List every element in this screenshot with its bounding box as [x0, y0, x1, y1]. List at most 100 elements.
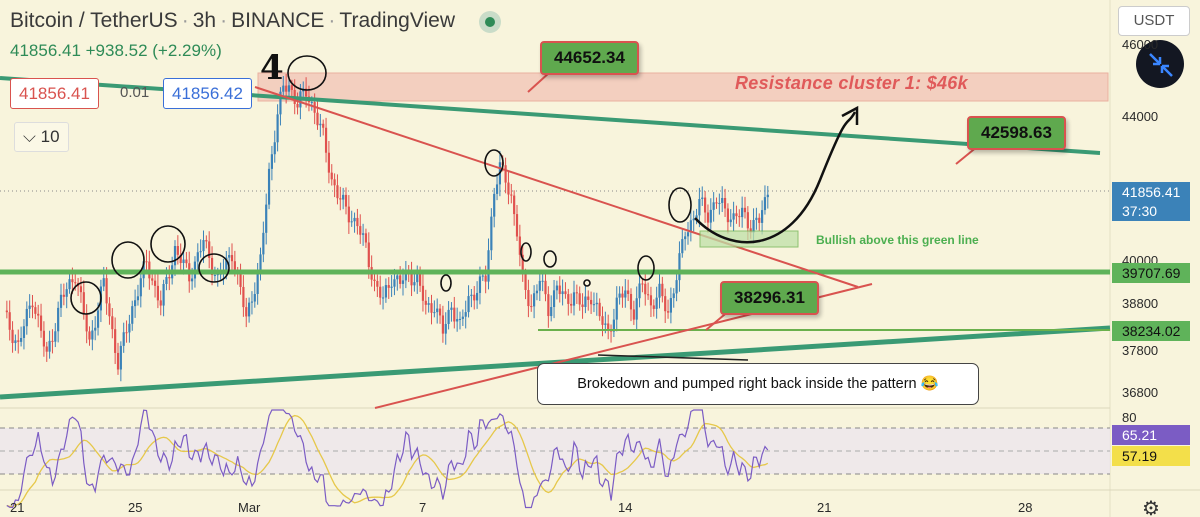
price-tag-top[interactable]: 44652.34	[540, 41, 639, 75]
candle	[604, 323, 607, 325]
candle	[20, 337, 23, 342]
candle	[96, 310, 100, 328]
candle	[287, 85, 291, 92]
candle	[647, 294, 650, 296]
candle	[433, 312, 436, 314]
candle	[661, 283, 664, 297]
candle	[521, 254, 524, 274]
price-tag-mid[interactable]: 38296.31	[720, 281, 819, 315]
candle	[116, 352, 120, 370]
candle	[359, 226, 362, 235]
candle	[22, 326, 26, 338]
gear-icon[interactable]: ⚙	[1142, 498, 1160, 517]
candle	[125, 332, 128, 334]
candle	[561, 291, 564, 295]
candle	[618, 293, 621, 298]
candle	[316, 112, 319, 126]
candle	[131, 306, 134, 324]
candle	[310, 102, 313, 104]
candle	[430, 303, 433, 313]
candle	[347, 206, 350, 223]
candle	[524, 273, 527, 290]
candle	[327, 152, 330, 173]
candle	[495, 184, 499, 194]
candle	[615, 297, 618, 320]
interval[interactable]: 3h	[192, 9, 217, 32]
candle	[595, 302, 598, 305]
candle	[715, 202, 718, 204]
candle	[379, 286, 382, 298]
buy-button[interactable]: 41856.42	[163, 78, 252, 109]
candle	[438, 308, 442, 316]
candle	[74, 282, 77, 284]
countdown-label: 37:30	[1112, 201, 1190, 221]
y-tick-37800: 37800	[1122, 343, 1159, 358]
wave-label: 4	[260, 48, 284, 88]
candle	[541, 280, 544, 282]
candle	[381, 297, 385, 299]
candle	[404, 270, 407, 281]
candle	[54, 331, 57, 342]
candle	[746, 212, 749, 229]
candle	[436, 308, 439, 313]
candle	[91, 330, 94, 340]
candle	[344, 194, 348, 207]
candle	[153, 280, 157, 286]
candle	[629, 293, 633, 310]
candle	[456, 319, 459, 322]
candle	[102, 278, 105, 287]
candle	[245, 307, 248, 317]
indicators-toggle[interactable]: ⌵ 10	[14, 122, 69, 152]
collapse-icon[interactable]	[1136, 40, 1184, 88]
candle	[458, 318, 462, 320]
candle	[319, 123, 322, 126]
bullish-label[interactable]: Bullish above this green line	[816, 233, 979, 247]
y-tick-36800: 36800	[1122, 385, 1159, 400]
candle	[450, 307, 453, 310]
breakdown-callout[interactable]: Brokedown and pumped right back inside t…	[537, 363, 979, 405]
candle	[695, 215, 698, 219]
candle	[416, 273, 419, 283]
candle	[684, 236, 687, 240]
candle	[473, 294, 476, 301]
symbol-header[interactable]: Bitcoin / TetherUS · 3h · BINANCE · TradingVie…	[10, 9, 455, 32]
candle	[584, 296, 587, 307]
market-status-icon[interactable]	[479, 11, 501, 33]
candle	[202, 240, 205, 252]
candle	[14, 340, 17, 344]
candle	[484, 275, 487, 282]
candle	[168, 277, 171, 279]
candle	[173, 246, 177, 266]
candle	[8, 312, 11, 330]
candle	[230, 255, 234, 262]
x-tick-21: 21	[10, 500, 25, 515]
candle	[259, 254, 262, 271]
candle	[162, 283, 165, 306]
sell-button[interactable]: 41856.41	[10, 78, 99, 109]
candle	[410, 272, 413, 286]
candle	[421, 285, 425, 301]
resistance-label[interactable]: Resistance cluster 1: $46k	[735, 73, 968, 93]
candle	[353, 217, 356, 222]
tag-tail-top	[527, 71, 551, 93]
candles-layer	[5, 73, 769, 382]
candle	[68, 279, 71, 290]
candle	[305, 88, 308, 97]
support-label-2: 38234.02	[1112, 321, 1190, 341]
rsi-line	[6, 409, 769, 509]
candle	[191, 278, 194, 282]
candle	[632, 309, 635, 320]
candle	[199, 251, 202, 253]
candle	[658, 283, 661, 298]
candle	[336, 185, 339, 199]
currency-button[interactable]: USDT	[1118, 6, 1190, 36]
candle	[572, 292, 576, 306]
candle	[333, 179, 336, 186]
price-tag-right[interactable]: 42598.63	[967, 116, 1066, 150]
candle	[721, 198, 724, 203]
candle	[276, 114, 279, 143]
x-tick-21b: 21	[817, 500, 832, 515]
candle	[518, 236, 521, 255]
candle	[487, 250, 490, 282]
